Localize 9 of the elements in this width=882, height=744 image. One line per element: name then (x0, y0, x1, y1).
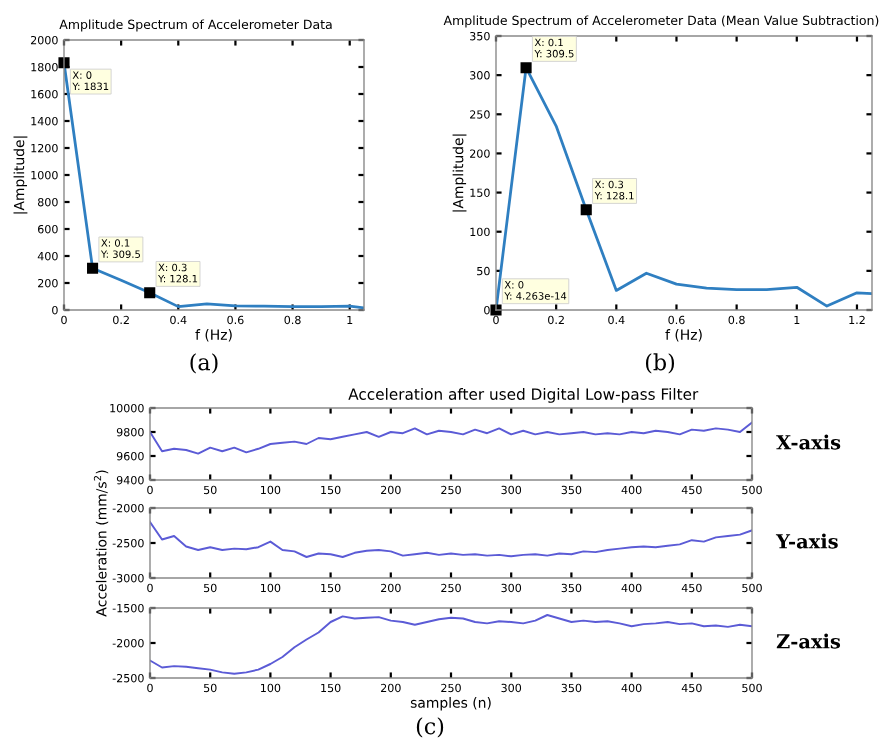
series-label: Y-axis (775, 533, 838, 549)
line-series (150, 421, 752, 455)
text: (c) (416, 717, 444, 738)
text: (b) (645, 353, 675, 374)
line-series (150, 614, 752, 675)
line-series (150, 521, 752, 558)
series-label: Z-axis (776, 633, 841, 649)
text: (a) (190, 353, 218, 374)
series-label: X-axis (776, 434, 841, 450)
